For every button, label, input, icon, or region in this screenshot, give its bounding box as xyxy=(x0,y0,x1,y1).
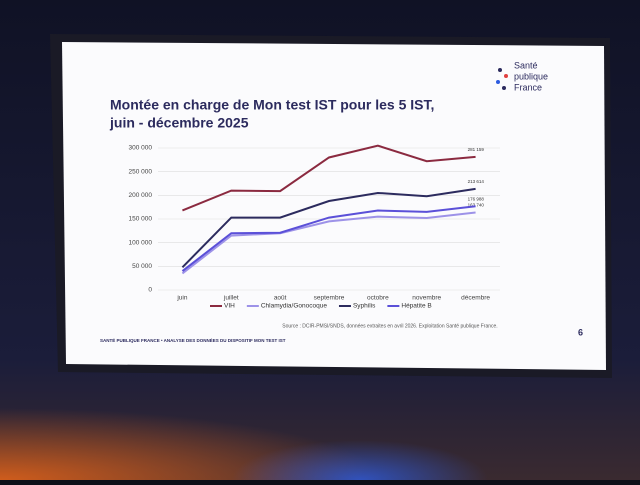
logo-dot xyxy=(502,86,506,90)
title: juin - décembre 2025 xyxy=(109,115,249,131)
page-number: 6 xyxy=(578,327,583,337)
series-line xyxy=(181,205,476,272)
y-tick-label: 250 000 xyxy=(129,168,153,175)
value-label: 176 988 xyxy=(468,196,485,201)
logo-text: publique xyxy=(514,71,548,81)
source: Source : DCIR-PMSI/SNDS, données extrait… xyxy=(282,323,497,329)
logo-text: Santé xyxy=(514,60,538,70)
y-tick-label: 50 000 xyxy=(132,263,152,270)
logo-dot xyxy=(498,68,502,72)
series-line xyxy=(182,144,476,212)
series-line xyxy=(181,187,476,268)
x-tick-label: août xyxy=(274,295,287,302)
slide xyxy=(62,42,606,370)
logo: Santé publique France xyxy=(496,60,548,92)
legend-label: Hépatite B xyxy=(401,303,431,310)
chart: 0 50 000 100 000 150 000 200 000 250 000 300 0… xyxy=(129,144,500,310)
logo-text: France xyxy=(514,82,542,92)
value-label: 163 740 xyxy=(468,203,485,208)
y-tick-label: 100 000 xyxy=(129,239,153,246)
x-tick-label: septembre xyxy=(314,295,345,302)
x-tick-label: juin xyxy=(176,295,188,302)
series-line xyxy=(181,211,476,275)
y-tick-label: 150 000 xyxy=(129,216,153,223)
footer: SANTÉ PUBLIQUE FRANCE • ANALYSE DES DONN… xyxy=(100,336,286,343)
legend-label: Chlamydia/Gonocoque xyxy=(261,303,328,310)
title: Montée en charge de Mon test IST pour le… xyxy=(110,97,434,113)
legend-label: VIH xyxy=(224,303,235,310)
logo-dot xyxy=(504,74,508,78)
x-tick-label: octobre xyxy=(367,295,389,302)
value-label: 281 159 xyxy=(468,147,485,152)
y-tick-label: 300 000 xyxy=(129,145,153,152)
x-tick-label: décembre xyxy=(461,295,490,302)
y-tick-label: 200 000 xyxy=(129,192,153,199)
x-tick-label: juillet xyxy=(223,295,239,302)
y-tick-label: 0 xyxy=(148,287,152,294)
logo-dot xyxy=(496,80,500,84)
light xyxy=(200,380,520,480)
legend-label: Syphilis xyxy=(353,303,376,310)
value-label: 213 614 xyxy=(468,179,485,184)
x-tick-label: novembre xyxy=(412,295,441,302)
